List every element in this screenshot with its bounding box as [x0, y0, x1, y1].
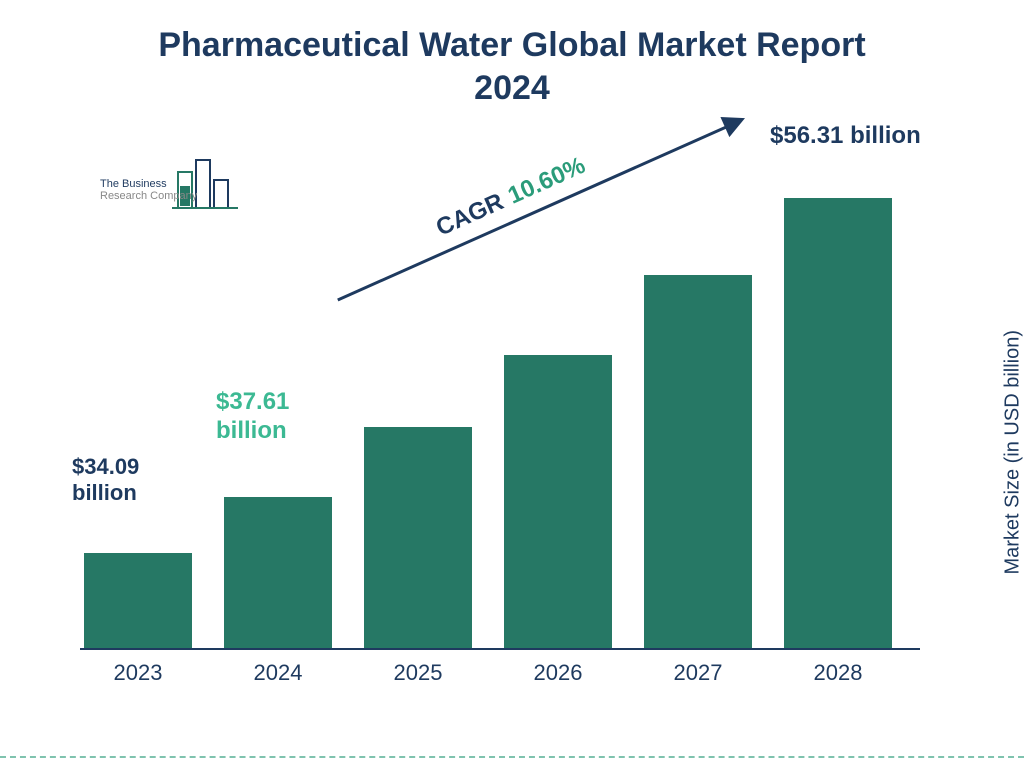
y-axis-label: Market Size (in USD billion) — [1002, 330, 1024, 575]
cagr-arrowhead-icon — [720, 108, 749, 137]
cagr-value: 10.60% — [504, 152, 589, 210]
x-axis-label: 2026 — [504, 660, 612, 686]
xlabels-container: 2023 2024 2025 2026 2027 2028 — [80, 650, 920, 700]
x-axis-label: 2025 — [364, 660, 472, 686]
value-label: $37.61billion — [216, 388, 289, 446]
x-axis-label: 2023 — [84, 660, 192, 686]
x-axis-label: 2024 — [224, 660, 332, 686]
title-line-2: 2024 — [474, 69, 550, 107]
bar — [84, 553, 192, 648]
title-line-1: Pharmaceutical Water Global Market Repor… — [158, 26, 865, 64]
bar — [644, 275, 752, 648]
bar — [784, 198, 892, 648]
chart-title: Pharmaceutical Water Global Market Repor… — [0, 0, 1024, 109]
value-label: $34.09billion — [72, 454, 139, 507]
x-axis-label: 2027 — [644, 660, 752, 686]
bar — [504, 355, 612, 648]
cagr-label: CAGR — [432, 188, 508, 241]
bottom-dashed-line — [0, 756, 1024, 758]
bar — [364, 427, 472, 648]
bar — [224, 497, 332, 648]
x-axis-label: 2028 — [784, 660, 892, 686]
